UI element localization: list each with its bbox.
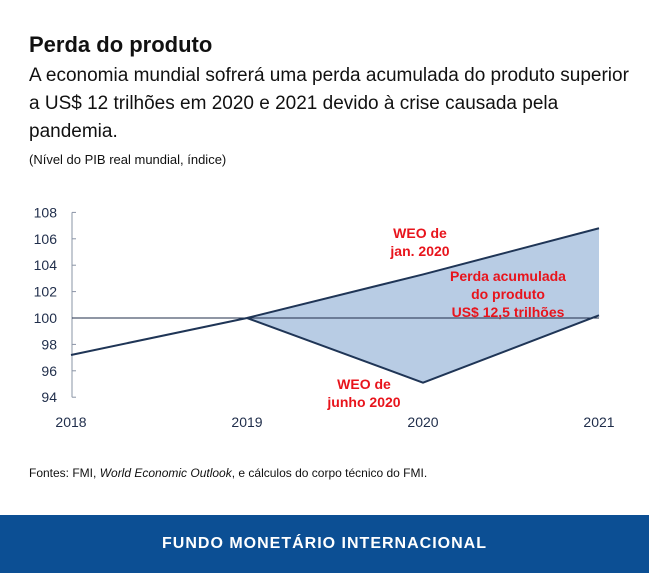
line-chart: 94 96 98 100 102 104 106 108 2018 2019 2020 2021 W… xyxy=(34,204,615,430)
source-prefix: Fontes: FMI, xyxy=(29,466,100,480)
y-tick-label: 96 xyxy=(41,363,57,379)
footer-label: FUNDO MONETÁRIO INTERNACIONAL xyxy=(162,535,487,552)
x-tick-label: 2019 xyxy=(231,414,262,430)
annotation-jan-2020: WEO de xyxy=(393,225,447,241)
annotation-loss: US$ 12,5 trilhões xyxy=(452,304,565,320)
unit-note: (Nível do PIB real mundial, índice) xyxy=(29,152,227,167)
y-tick-label: 104 xyxy=(34,257,58,273)
y-tick-label: 106 xyxy=(34,231,58,247)
y-tick-label: 102 xyxy=(34,284,58,300)
y-tick-label: 94 xyxy=(41,389,57,405)
source-publication: World Economic Outlook xyxy=(99,466,232,480)
source-note: Fontes: FMI, World Economic Outlook, e c… xyxy=(29,466,427,480)
annotation-june-2020: junho 2020 xyxy=(326,394,400,410)
series-line-june-2020 xyxy=(246,314,600,384)
x-tick-label: 2018 xyxy=(55,414,86,430)
annotation-loss: do produto xyxy=(471,286,545,302)
y-tick-label: 100 xyxy=(34,310,58,326)
x-tick-label: 2020 xyxy=(407,414,438,430)
chart-title: Perda do produto xyxy=(29,32,213,57)
annotation-june-2020: WEO de xyxy=(337,376,391,392)
y-tick-label: 98 xyxy=(41,336,57,352)
x-tick-label: 2021 xyxy=(583,414,614,430)
footer-banner: FUNDO MONETÁRIO INTERNACIONAL xyxy=(0,515,649,573)
y-tick-label: 108 xyxy=(34,204,58,220)
chart-subtitle: A economia mundial sofrerá uma perda acu… xyxy=(29,65,629,142)
source-suffix: , e cálculos do corpo técnico do FMI. xyxy=(231,466,428,480)
annotation-jan-2020: jan. 2020 xyxy=(389,243,449,259)
annotation-loss: Perda acumulada xyxy=(450,268,566,284)
series-line-jan-2020 xyxy=(70,227,600,356)
loss-area xyxy=(247,228,599,383)
